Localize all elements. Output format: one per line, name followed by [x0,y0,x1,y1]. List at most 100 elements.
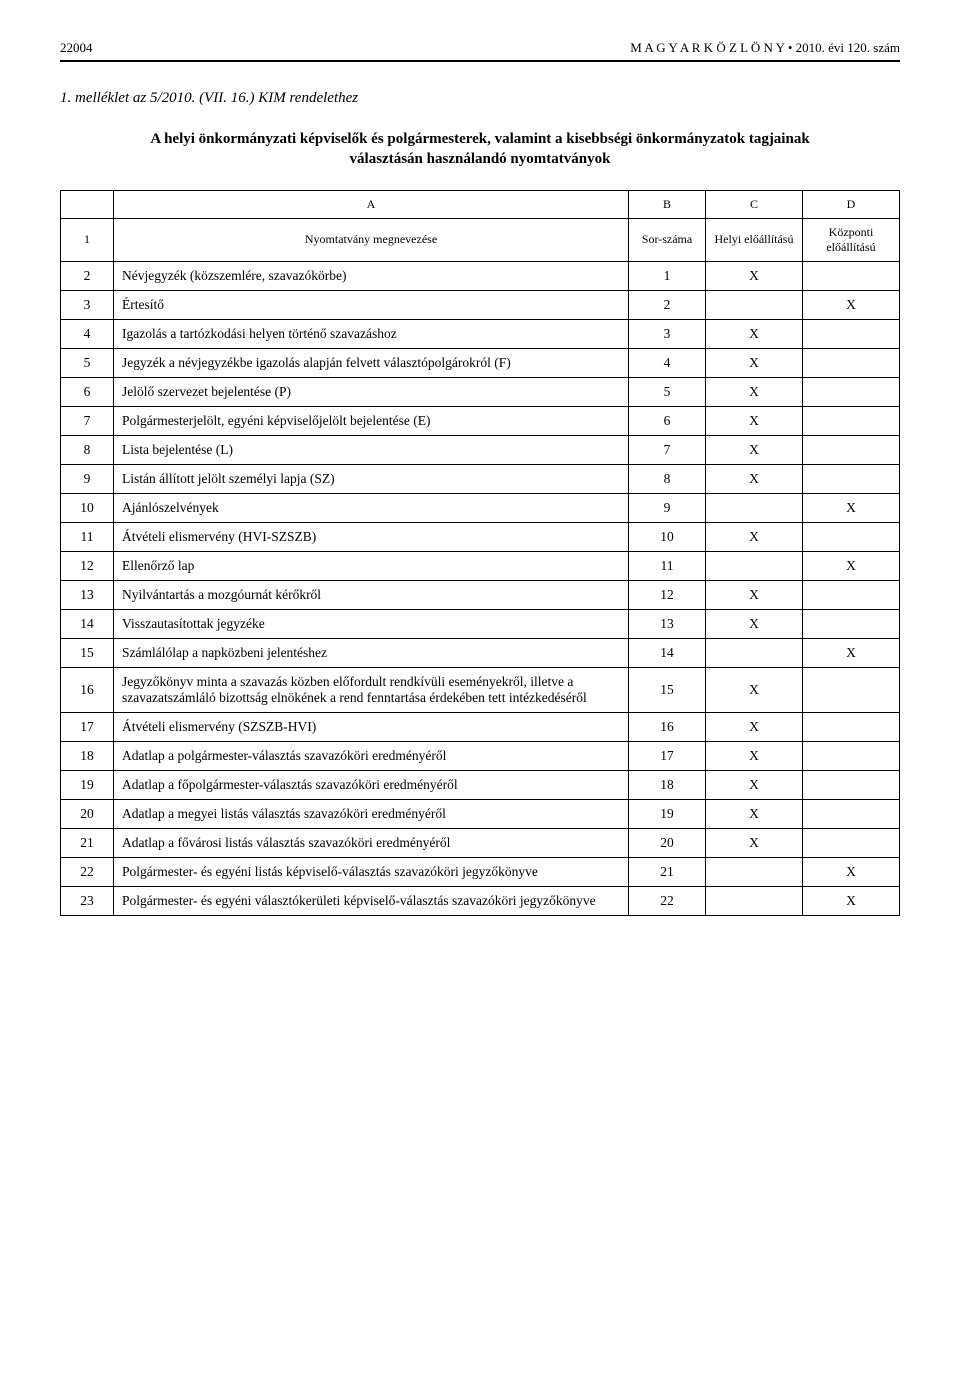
local-mark: X [706,741,803,770]
form-serial: 16 [629,712,706,741]
header-name: Nyomtatvány megnevezése [114,218,629,261]
table-row: 21Adatlap a fővárosi listás választás sz… [61,828,900,857]
form-name: Polgármester- és egyéni választókerületi… [114,886,629,915]
header-col-a: A [114,190,629,218]
form-serial: 20 [629,828,706,857]
table-row: 6Jelölő szervezet bejelentése (P)5X [61,377,900,406]
form-serial: 22 [629,886,706,915]
table-row: 4Igazolás a tartózkodási helyen történő … [61,319,900,348]
row-number: 12 [61,551,114,580]
form-name: Adatlap a főpolgármester-választás szava… [114,770,629,799]
form-serial: 4 [629,348,706,377]
table-row: 7Polgármesterjelölt, egyéni képviselőjel… [61,406,900,435]
header-col-d: D [803,190,900,218]
form-name: Nyilvántartás a mozgóurnát kérőkről [114,580,629,609]
table-row: 18Adatlap a polgármester-választás szava… [61,741,900,770]
form-name: Átvételi elismervény (SZSZB-HVI) [114,712,629,741]
header-sor: Sor-száma [629,218,706,261]
header-col-c: C [706,190,803,218]
local-mark: X [706,406,803,435]
row-number: 18 [61,741,114,770]
row-number: 13 [61,580,114,609]
table-row: 20Adatlap a megyei listás választás szav… [61,799,900,828]
form-name: Névjegyzék (közszemlére, szavazókörbe) [114,261,629,290]
form-serial: 18 [629,770,706,799]
local-mark: X [706,377,803,406]
local-mark: X [706,319,803,348]
table-row: 12Ellenőrző lap11X [61,551,900,580]
document-title: A helyi önkormányzati képviselők és polg… [120,129,840,170]
central-mark [803,741,900,770]
central-mark [803,799,900,828]
local-mark [706,551,803,580]
central-mark: X [803,493,900,522]
form-name: Polgármesterjelölt, egyéni képviselőjelö… [114,406,629,435]
form-name: Listán állított jelölt személyi lapja (S… [114,464,629,493]
central-mark [803,712,900,741]
row-number: 20 [61,799,114,828]
table-row: 8Lista bejelentése (L)7X [61,435,900,464]
table-name-header-row: 1 Nyomtatvány megnevezése Sor-száma Hely… [61,218,900,261]
form-serial: 15 [629,667,706,712]
table-row: 15Számlálólap a napközbeni jelentéshez14… [61,638,900,667]
central-mark [803,667,900,712]
form-serial: 7 [629,435,706,464]
central-mark [803,828,900,857]
form-name: Visszautasítottak jegyzéke [114,609,629,638]
central-mark [803,435,900,464]
local-mark: X [706,770,803,799]
form-name: Adatlap a polgármester-választás szavazó… [114,741,629,770]
journal-info: M A G Y A R K Ö Z L Ö N Y • 2010. évi 12… [630,40,900,56]
form-serial: 19 [629,799,706,828]
central-mark [803,348,900,377]
form-serial: 3 [629,319,706,348]
row-number: 14 [61,609,114,638]
local-mark: X [706,435,803,464]
form-serial: 14 [629,638,706,667]
form-name: Számlálólap a napközbeni jelentéshez [114,638,629,667]
table-row: 13Nyilvántartás a mozgóurnát kérőkről12X [61,580,900,609]
form-name: Ellenőrző lap [114,551,629,580]
central-mark: X [803,857,900,886]
central-mark [803,261,900,290]
row-number: 15 [61,638,114,667]
local-mark [706,638,803,667]
central-mark [803,319,900,348]
local-mark: X [706,348,803,377]
header-helyi: Helyi előállítású [706,218,803,261]
form-name: Ajánlószelvények [114,493,629,522]
form-serial: 5 [629,377,706,406]
form-name: Értesítő [114,290,629,319]
page-header: 22004 M A G Y A R K Ö Z L Ö N Y • 2010. … [60,40,900,62]
row-number: 11 [61,522,114,551]
form-serial: 1 [629,261,706,290]
row-number: 10 [61,493,114,522]
header-kozponti: Központi előállítású [803,218,900,261]
local-mark: X [706,667,803,712]
forms-table: A B C D 1 Nyomtatvány megnevezése Sor-sz… [60,190,900,916]
table-row: 14Visszautasítottak jegyzéke13X [61,609,900,638]
form-name: Adatlap a megyei listás választás szavaz… [114,799,629,828]
central-mark: X [803,551,900,580]
form-name: Jelölő szervezet bejelentése (P) [114,377,629,406]
table-letter-header-row: A B C D [61,190,900,218]
page-number: 22004 [60,40,93,56]
table-row: 17Átvételi elismervény (SZSZB-HVI)16X [61,712,900,741]
header-blank [61,190,114,218]
document-page: 22004 M A G Y A R K Ö Z L Ö N Y • 2010. … [0,0,960,946]
table-row: 11Átvételi elismervény (HVI-SZSZB)10X [61,522,900,551]
row-number: 3 [61,290,114,319]
form-serial: 8 [629,464,706,493]
table-row: 16Jegyzőkönyv minta a szavazás közben el… [61,667,900,712]
form-serial: 21 [629,857,706,886]
table-row: 23Polgármester- és egyéni választókerüle… [61,886,900,915]
local-mark: X [706,522,803,551]
row-number: 16 [61,667,114,712]
form-name: Jegyzőkönyv minta a szavazás közben előf… [114,667,629,712]
row-number: 19 [61,770,114,799]
form-serial: 6 [629,406,706,435]
local-mark [706,886,803,915]
row-number: 8 [61,435,114,464]
central-mark: X [803,290,900,319]
bullet-separator: • [788,40,793,55]
